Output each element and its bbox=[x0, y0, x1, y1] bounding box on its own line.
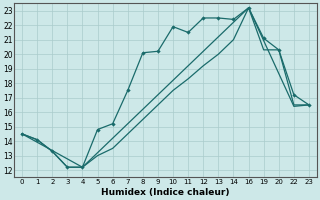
X-axis label: Humidex (Indice chaleur): Humidex (Indice chaleur) bbox=[101, 188, 230, 197]
